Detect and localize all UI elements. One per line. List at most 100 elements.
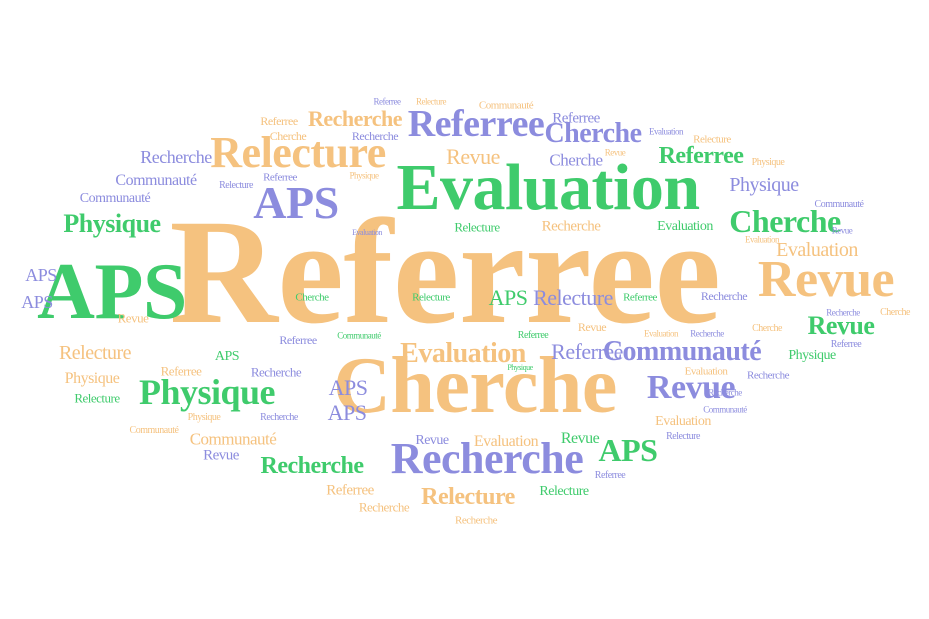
- cloud-word: Cherche: [295, 291, 329, 304]
- cloud-word: Referree: [160, 363, 202, 379]
- cloud-word: Recherche: [747, 369, 789, 382]
- cloud-word: Revue: [446, 144, 500, 169]
- cloud-word: Referree: [551, 339, 623, 364]
- cloud-word: Referree: [552, 110, 600, 127]
- cloud-word: Relecture: [539, 484, 589, 499]
- cloud-word: Relecture: [421, 484, 515, 510]
- cloud-word: Revue: [807, 311, 875, 340]
- cloud-word: Recherche: [358, 499, 410, 515]
- cloud-word: APS: [253, 177, 339, 228]
- cloud-word: Cherche: [729, 203, 841, 239]
- cloud-word: Relecture: [412, 291, 450, 304]
- cloud-word: Referree: [407, 103, 545, 145]
- cloud-word: Cherche: [752, 323, 782, 334]
- cloud-word: Physique: [64, 370, 120, 387]
- cloud-word: Referree: [263, 171, 297, 184]
- cloud-word: Referree: [594, 470, 626, 481]
- cloud-word: Recherche: [260, 453, 364, 479]
- cloud-word: Evaluation: [657, 219, 713, 234]
- cloud-word: Evaluation: [776, 239, 858, 261]
- cloud-word: Recherche: [390, 434, 584, 483]
- cloud-word: Cherche: [333, 342, 617, 430]
- cloud-word: Communauté: [703, 404, 747, 415]
- cloud-word: Communauté: [478, 99, 534, 112]
- cloud-word: Communauté: [79, 191, 151, 206]
- cloud-word: Relecture: [74, 390, 120, 406]
- cloud-word: Physique: [63, 209, 161, 238]
- cloud-word: Referree: [517, 330, 549, 341]
- cloud-word: Recherche: [708, 387, 742, 398]
- cloud-word: Evaluation: [684, 365, 728, 378]
- cloud-word: Recherche: [351, 129, 399, 143]
- cloud-word: Communauté: [337, 330, 381, 341]
- cloud-word: Referree: [260, 114, 298, 128]
- cloud-word: Physique: [729, 174, 799, 196]
- cloud-word: Relecture: [693, 133, 731, 146]
- cloud-word: Referree: [326, 482, 374, 499]
- cloud-word: Cherche: [269, 129, 307, 143]
- cloud-word: Communauté: [189, 429, 277, 449]
- cloud-word: Recherche: [690, 328, 724, 339]
- cloud-word: Physique: [349, 170, 379, 181]
- cloud-word: Cherche: [880, 307, 910, 318]
- cloud-word: Evaluation: [473, 433, 539, 450]
- cloud-word: Revue: [560, 430, 600, 447]
- cloud-word: Relecture: [210, 128, 386, 177]
- cloud-word: APS: [328, 375, 368, 400]
- cloud-word: Communauté: [814, 199, 864, 210]
- cloud-word: Evaluation: [644, 328, 679, 339]
- cloud-word: Physique: [138, 372, 276, 412]
- cloud-word: Evaluation: [400, 338, 526, 369]
- cloud-word: Evaluation: [352, 228, 382, 237]
- cloud-word: Referree: [279, 333, 317, 347]
- cloud-word: Cherche: [544, 118, 642, 149]
- cloud-word: Recherche: [700, 289, 748, 303]
- cloud-word: Revue: [646, 369, 736, 406]
- cloud-word: APS: [488, 285, 528, 310]
- cloud-word: Revue: [831, 225, 853, 236]
- cloud-word: Revue: [117, 310, 149, 326]
- cloud-word: Referree: [623, 291, 657, 304]
- cloud-word: Physique: [751, 157, 785, 168]
- cloud-word: Communauté: [115, 172, 197, 189]
- cloud-word: Cherche: [549, 150, 603, 170]
- cloud-word: Recherche: [455, 514, 497, 527]
- cloud-word: Revue: [757, 251, 895, 308]
- cloud-word: Referree: [373, 96, 401, 107]
- cloud-word: Physique: [788, 348, 836, 363]
- cloud-word: Evaluation: [649, 126, 684, 137]
- cloud-word: Recherche: [826, 307, 860, 318]
- cloud-word: Relecture: [666, 431, 700, 442]
- cloud-word: Physique: [187, 412, 221, 423]
- cloud-word: Recherche: [307, 106, 403, 131]
- cloud-word: Relecture: [219, 180, 253, 191]
- cloud-word: Referree: [830, 339, 862, 350]
- cloud-word: Recherche: [260, 412, 298, 423]
- cloud-word: Recherche: [250, 364, 302, 380]
- cloud-word: Revue: [604, 147, 626, 158]
- cloud-word: Evaluation: [655, 414, 711, 429]
- cloud-word: Relecture: [533, 285, 613, 310]
- cloud-word: APS: [327, 400, 367, 425]
- cloud-word: Communauté: [129, 425, 179, 436]
- cloud-word: Communauté: [602, 336, 762, 367]
- cloud-word: Recherche: [140, 147, 212, 167]
- cloud-word: Relecture: [58, 342, 132, 364]
- cloud-word: APS: [25, 265, 57, 285]
- cloud-word: Referree: [658, 143, 744, 169]
- cloud-word: APS: [37, 248, 187, 336]
- cloud-word: Relecture: [454, 219, 500, 235]
- cloud-word: APS: [598, 432, 658, 468]
- cloud-word: Evaluation: [745, 234, 780, 245]
- cloud-word: Referree: [169, 189, 721, 355]
- cloud-word: Revue: [415, 433, 449, 448]
- cloud-word: APS: [214, 349, 240, 364]
- cloud-word: Recherche: [541, 218, 601, 235]
- cloud-word: Revue: [577, 320, 607, 334]
- cloud-word: Revue: [203, 447, 239, 464]
- cloud-word: Physique: [507, 363, 533, 372]
- cloud-word: APS: [21, 292, 53, 312]
- cloud-word: Evaluation: [396, 151, 700, 224]
- cloud-word: Relecture: [416, 96, 446, 107]
